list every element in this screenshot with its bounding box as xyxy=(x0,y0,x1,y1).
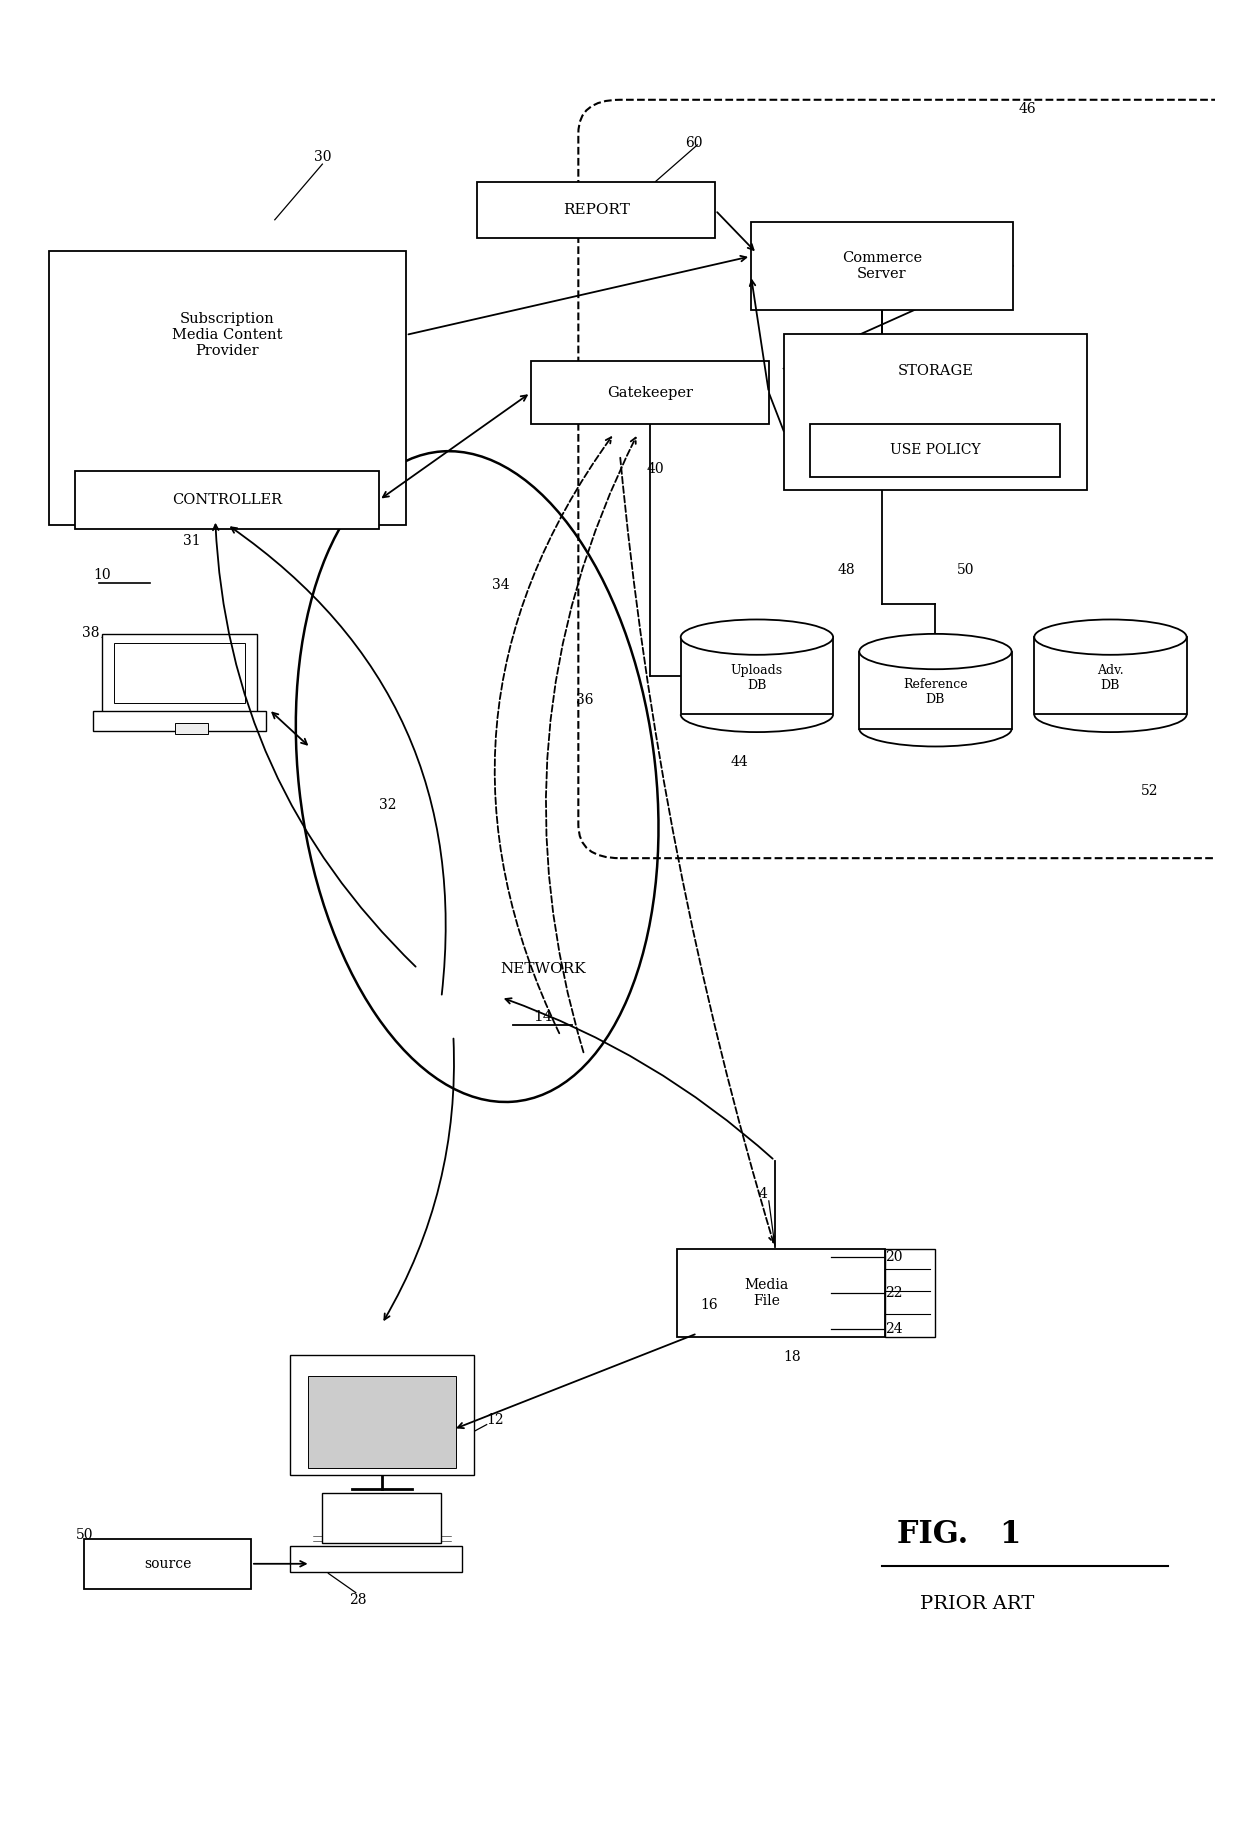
Text: Media
File: Media File xyxy=(744,1278,789,1307)
Text: 31: 31 xyxy=(182,534,201,548)
Text: 14: 14 xyxy=(533,1009,552,1023)
FancyBboxPatch shape xyxy=(677,1249,885,1337)
Bar xyxy=(681,637,833,714)
Text: Commerce
Server: Commerce Server xyxy=(842,251,923,280)
Text: REPORT: REPORT xyxy=(563,204,630,217)
Text: 22: 22 xyxy=(885,1286,903,1300)
Bar xyxy=(859,652,1012,728)
Text: 10: 10 xyxy=(93,568,112,583)
Text: 28: 28 xyxy=(350,1593,367,1608)
Text: 60: 60 xyxy=(686,137,703,149)
Text: 12: 12 xyxy=(486,1413,503,1428)
Text: 18: 18 xyxy=(784,1351,801,1364)
Text: CONTROLLER: CONTROLLER xyxy=(172,493,283,506)
Text: Adv.
DB: Adv. DB xyxy=(1097,663,1123,692)
FancyBboxPatch shape xyxy=(322,1493,441,1542)
Text: 4: 4 xyxy=(759,1187,768,1202)
Text: STORAGE: STORAGE xyxy=(898,364,973,379)
Text: 24: 24 xyxy=(885,1322,903,1335)
Text: 34: 34 xyxy=(492,577,510,592)
Bar xyxy=(1034,637,1187,714)
Text: 50: 50 xyxy=(76,1528,93,1542)
Ellipse shape xyxy=(1034,619,1187,656)
Text: 40: 40 xyxy=(647,463,665,477)
Text: 48: 48 xyxy=(837,563,856,577)
Text: 16: 16 xyxy=(701,1298,718,1311)
Text: source: source xyxy=(144,1557,191,1572)
Text: 38: 38 xyxy=(82,626,99,639)
FancyBboxPatch shape xyxy=(93,712,265,730)
Text: Reference
DB: Reference DB xyxy=(903,677,967,707)
FancyBboxPatch shape xyxy=(48,251,405,524)
Text: 36: 36 xyxy=(575,692,593,707)
Text: 50: 50 xyxy=(956,563,973,577)
FancyBboxPatch shape xyxy=(175,723,208,734)
FancyBboxPatch shape xyxy=(114,643,246,703)
Text: PRIOR ART: PRIOR ART xyxy=(920,1595,1034,1613)
Text: 20: 20 xyxy=(885,1249,903,1264)
FancyBboxPatch shape xyxy=(477,182,715,239)
Text: 32: 32 xyxy=(379,798,397,812)
Text: 46: 46 xyxy=(1019,102,1037,117)
FancyBboxPatch shape xyxy=(308,1375,456,1468)
FancyBboxPatch shape xyxy=(784,333,1087,490)
FancyBboxPatch shape xyxy=(84,1539,250,1588)
FancyBboxPatch shape xyxy=(531,361,769,424)
Text: Uploads
DB: Uploads DB xyxy=(730,663,782,692)
Ellipse shape xyxy=(859,634,1012,668)
Text: FIG.   1: FIG. 1 xyxy=(897,1519,1022,1550)
FancyBboxPatch shape xyxy=(76,472,379,528)
Text: Gatekeeper: Gatekeeper xyxy=(606,386,693,399)
Text: 30: 30 xyxy=(314,151,331,164)
Ellipse shape xyxy=(681,619,833,656)
FancyBboxPatch shape xyxy=(102,634,257,712)
Text: NETWORK: NETWORK xyxy=(500,961,585,976)
Text: 52: 52 xyxy=(1141,785,1158,798)
FancyBboxPatch shape xyxy=(290,1546,463,1572)
FancyBboxPatch shape xyxy=(290,1355,474,1475)
FancyBboxPatch shape xyxy=(751,222,1013,310)
FancyBboxPatch shape xyxy=(811,424,1060,477)
Text: Subscription
Media Content
Provider: Subscription Media Content Provider xyxy=(172,311,283,359)
Text: USE POLICY: USE POLICY xyxy=(890,443,981,457)
FancyBboxPatch shape xyxy=(885,1249,935,1337)
Text: 44: 44 xyxy=(730,756,748,768)
